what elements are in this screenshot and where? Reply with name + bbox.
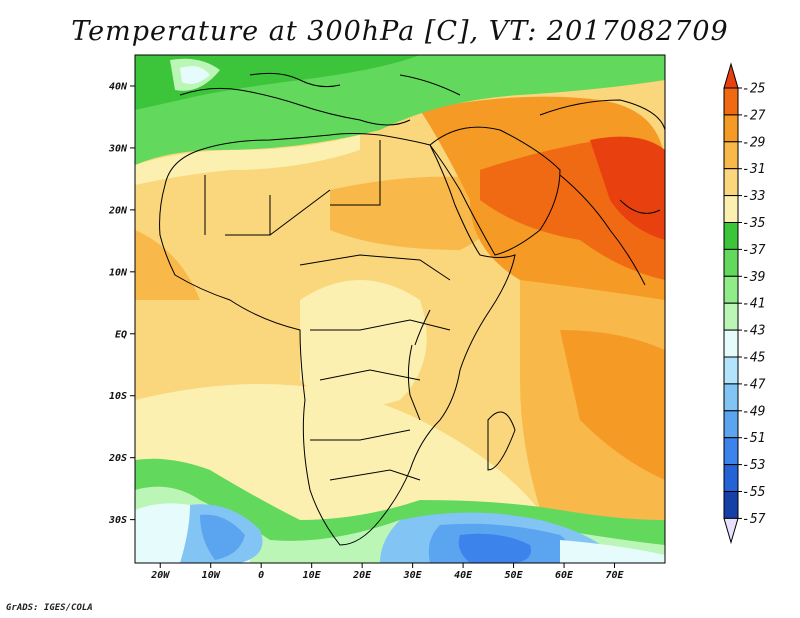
colorbar-swatch [723, 491, 739, 519]
colorbar-swatch [723, 356, 739, 385]
colorbar-swatch [723, 437, 739, 466]
lon-tick-label: 0 [258, 570, 264, 581]
lon-tick-label: 30E [403, 570, 423, 581]
coastline-outline [159, 72, 665, 546]
colorbar-swatch [723, 383, 739, 412]
colorbar-swatch [723, 87, 739, 116]
colorbar-label: -41 [742, 297, 765, 312]
colorbar-swatch [723, 464, 739, 493]
temperature-field [135, 55, 665, 563]
map-title: Temperature at 300hPa [C], VT: 201708270… [71, 16, 729, 47]
colorbar-label: -45 [742, 351, 766, 366]
colorbar-swatch [723, 114, 739, 143]
colorbar-swatch [723, 195, 739, 224]
lon-tick-label: 50E [505, 570, 524, 581]
colorbar-upper-arrow [723, 62, 739, 89]
colorbar-label: -51 [742, 431, 765, 446]
colorbar-label: -25 [742, 82, 766, 97]
colorbar-label: -55 [742, 485, 766, 500]
lon-tick-label: 20E [352, 570, 372, 581]
lat-tick-label: 30N [108, 143, 128, 154]
colorbar-label: -49 [742, 404, 765, 419]
colorbar-swatch [723, 141, 739, 170]
colorbar-label: -33 [742, 189, 765, 204]
colorbar-label: -31 [742, 162, 765, 177]
lat-tick-label: EQ [115, 329, 127, 340]
colorbar-label: -29 [742, 135, 765, 150]
lon-tick-label: 70E [605, 570, 624, 581]
latitude-axis: 40N 30N 20N 10N EQ 10S 20S 30S [108, 81, 135, 526]
lon-tick-label: 10E [303, 570, 322, 581]
lat-tick-label: 20N [108, 205, 128, 216]
colorbar-label: -27 [742, 108, 766, 123]
colorbar-swatch [723, 275, 739, 304]
colorbar-swatch [723, 222, 739, 250]
colorbar-label: -53 [742, 458, 765, 473]
lat-tick-label: 20S [108, 453, 127, 464]
lon-tick-label: 10W [202, 570, 221, 581]
colorbar-label: -43 [742, 324, 765, 339]
colorbar: -25 -27 -29 -31 -33 -35 -37 -39 -41 -43 -45 -47 -49 -… [723, 62, 766, 545]
lat-tick-label: 10S [109, 391, 127, 402]
longitude-axis: 20W 10W 0 10E 20E 30E 40E 50E 60E 70E [150, 563, 625, 581]
lon-tick-label: 60E [555, 570, 574, 581]
colorbar-label: -37 [742, 243, 766, 258]
colorbar-label: -39 [742, 270, 765, 285]
colorbar-label: -47 [742, 377, 766, 392]
colorbar-swatch [723, 248, 739, 277]
lat-tick-label: 40N [109, 81, 128, 92]
lat-tick-label: 30S [108, 515, 127, 526]
lat-tick-label: 10N [109, 267, 128, 278]
colorbar-swatch [723, 302, 739, 331]
lon-tick-label: 40E [454, 570, 473, 581]
colorbar-swatch [723, 168, 739, 197]
colorbar-label: -57 [742, 512, 766, 527]
colorbar-swatch [723, 329, 739, 358]
grads-credit: GrADS: IGES/COLA [6, 603, 93, 613]
colorbar-label: -35 [742, 216, 766, 231]
colorbar-lower-arrow [723, 517, 739, 545]
lon-tick-label: 20W [150, 570, 170, 581]
colorbar-swatch [723, 410, 739, 439]
